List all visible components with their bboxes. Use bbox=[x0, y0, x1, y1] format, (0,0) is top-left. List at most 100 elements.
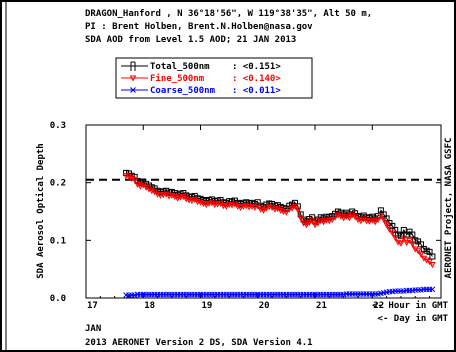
right-side-label: AERONET Project, NASA GSFC bbox=[443, 138, 454, 279]
data-point bbox=[337, 213, 345, 220]
legend: Total_500nm : <0.151> Fine_500nm : <0.140> C… bbox=[115, 57, 313, 99]
data-point bbox=[291, 203, 299, 210]
data-point bbox=[417, 251, 425, 258]
data-point bbox=[409, 231, 416, 238]
data-point bbox=[360, 216, 368, 223]
data-point bbox=[411, 246, 419, 253]
legend-box bbox=[115, 57, 313, 99]
x-tick-label: 18 bbox=[144, 301, 155, 311]
x-tick-label: 21 bbox=[316, 301, 327, 311]
series-coarse-500nm bbox=[123, 286, 436, 298]
data-point bbox=[214, 201, 222, 208]
data-point bbox=[171, 194, 179, 201]
data-point bbox=[380, 217, 388, 224]
footer-version: 2013 AERONET Version 2 DS, SDA Version 4… bbox=[85, 337, 313, 348]
data-point bbox=[331, 214, 339, 221]
data-point bbox=[374, 217, 382, 224]
y-tick-label: 0.1 bbox=[50, 236, 66, 246]
legend-label: Coarse_500nm bbox=[150, 86, 216, 96]
legend-value: : <0.151> bbox=[232, 62, 281, 72]
data-point bbox=[391, 234, 399, 241]
data-point bbox=[303, 222, 310, 229]
data-point bbox=[211, 202, 219, 209]
data-point bbox=[426, 259, 433, 266]
data-point bbox=[137, 183, 144, 190]
data-point bbox=[145, 186, 153, 193]
data-point bbox=[245, 204, 253, 211]
data-point bbox=[314, 220, 322, 227]
data-point bbox=[328, 217, 336, 224]
data-point bbox=[348, 212, 356, 219]
data-point bbox=[388, 230, 396, 237]
data-point bbox=[366, 218, 373, 225]
data-point bbox=[406, 237, 413, 244]
data-point bbox=[429, 253, 436, 260]
data-point bbox=[228, 202, 236, 209]
data-point bbox=[159, 192, 167, 199]
data-point bbox=[237, 204, 244, 211]
data-point bbox=[157, 192, 164, 199]
data-point bbox=[383, 222, 390, 229]
hour-gmt-label: <- Hour in GMT bbox=[372, 300, 448, 311]
data-point bbox=[142, 184, 150, 191]
legend-item-total-500nm: Total_500nm : <0.151> bbox=[121, 61, 281, 72]
legend-value: : <0.140> bbox=[232, 74, 281, 84]
x-tick-label: 22 bbox=[373, 301, 384, 311]
y-tick-label: 0.0 bbox=[50, 294, 66, 304]
data-point bbox=[205, 200, 213, 207]
data-point bbox=[297, 215, 305, 222]
data-point bbox=[346, 215, 353, 222]
data-point bbox=[371, 219, 379, 226]
data-point bbox=[423, 257, 431, 264]
data-point bbox=[165, 193, 173, 200]
data-point bbox=[368, 217, 376, 224]
data-point bbox=[351, 214, 359, 221]
data-point bbox=[300, 220, 307, 227]
legend-label: Total_500nm bbox=[150, 62, 210, 72]
data-point bbox=[414, 248, 422, 255]
header-line-1: DRAGON_Hanford , N 36°18'56", W 119°38'3… bbox=[85, 9, 372, 19]
data-point bbox=[283, 209, 290, 216]
data-point bbox=[377, 213, 385, 220]
legend-marker bbox=[129, 75, 137, 82]
legend-label: Fine_500nm bbox=[150, 73, 205, 84]
data-point bbox=[177, 194, 184, 201]
data-point bbox=[288, 205, 296, 212]
data-point bbox=[400, 235, 408, 242]
day-gmt-label: <- Day in GMT bbox=[378, 313, 449, 324]
data-point bbox=[188, 198, 196, 205]
header-line-2: PI : Brent Holben, Brent.N.Holben@nasa.g… bbox=[85, 22, 313, 32]
data-point bbox=[420, 255, 428, 262]
y-tick-label: 0.2 bbox=[50, 179, 66, 189]
data-point bbox=[174, 195, 181, 202]
data-point bbox=[251, 204, 259, 211]
legend-item-fine-500nm: Fine_500nm : <0.140> bbox=[121, 73, 281, 84]
legend-value: : <0.011> bbox=[232, 86, 281, 96]
legend-marker bbox=[130, 87, 136, 93]
data-point bbox=[263, 205, 270, 212]
data-point bbox=[260, 207, 267, 214]
data-point bbox=[268, 204, 276, 211]
data-point bbox=[131, 177, 139, 184]
data-point bbox=[409, 241, 416, 248]
data-point bbox=[254, 203, 262, 210]
data-point bbox=[271, 206, 279, 213]
data-point bbox=[403, 240, 410, 247]
data-point bbox=[343, 213, 350, 220]
data-point bbox=[202, 202, 210, 209]
data-point bbox=[134, 181, 141, 188]
data-point bbox=[274, 206, 282, 213]
data-point bbox=[305, 219, 313, 226]
y-axis-label: SDA Aerosol Optical Depth bbox=[35, 143, 46, 278]
data-point bbox=[325, 218, 333, 225]
y-tick-label: 0.3 bbox=[50, 121, 66, 131]
legend-item-coarse-500nm: Coarse_500nm : <0.011> bbox=[121, 86, 281, 96]
data-point bbox=[208, 200, 216, 207]
x-tick-label: 17 bbox=[87, 301, 98, 311]
plot-area bbox=[85, 124, 442, 299]
data-point bbox=[397, 240, 405, 247]
data-point bbox=[308, 218, 316, 225]
series-fine-500nm bbox=[122, 173, 436, 269]
